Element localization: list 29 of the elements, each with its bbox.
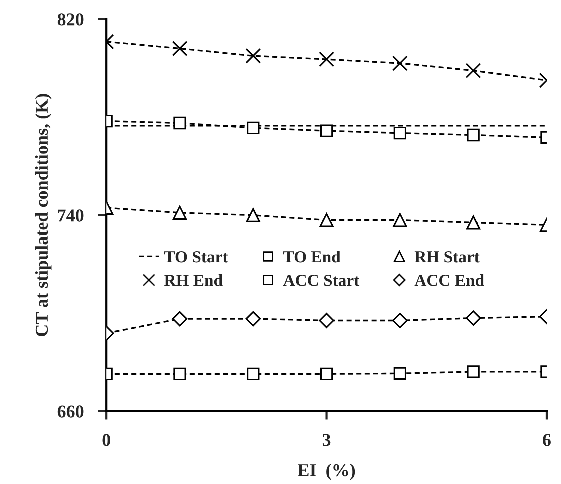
- x-tick-label: 0: [102, 434, 110, 446]
- point: [247, 368, 260, 380]
- y-tick-label: 820: [58, 14, 84, 26]
- legend-label: ACC Start: [283, 275, 360, 286]
- point: [394, 126, 406, 140]
- point: [246, 208, 260, 222]
- point: [247, 122, 260, 134]
- point: [246, 311, 262, 327]
- point: [392, 56, 408, 72]
- x-tick-label: 3: [322, 434, 331, 446]
- x-tick-label: 6: [543, 434, 551, 446]
- y-tick-label: 740: [58, 210, 84, 222]
- point: [393, 213, 408, 228]
- legend-label: RH Start: [414, 252, 480, 263]
- point: [320, 368, 334, 380]
- point: [319, 52, 334, 68]
- point: [319, 313, 334, 328]
- legend-label: TO End: [284, 250, 341, 263]
- legend-label: TO Start: [164, 252, 228, 263]
- point: [320, 124, 334, 138]
- point: [394, 367, 406, 380]
- x-axis-title: EI (%): [298, 464, 356, 480]
- legend-label: ACC End: [414, 274, 484, 286]
- point: [320, 213, 334, 228]
- point: [392, 313, 408, 328]
- y-tick-label: 660: [58, 406, 84, 418]
- y-axis-title: CT at stipulated conditions, (K): [35, 94, 52, 336]
- point: [246, 48, 262, 64]
- legend-label: RH End: [164, 274, 223, 286]
